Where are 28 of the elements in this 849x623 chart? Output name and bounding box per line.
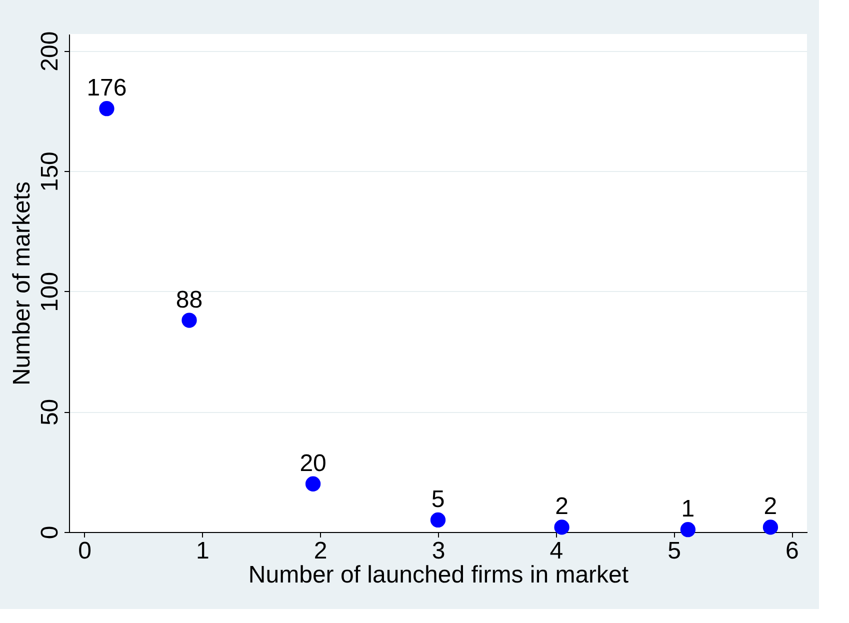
y-tick-label: 50 <box>36 398 64 426</box>
x-tick-label: 2 <box>314 538 328 564</box>
x-tick-label: 4 <box>550 538 564 564</box>
x-tick-label: 1 <box>196 538 210 564</box>
point <box>680 522 696 538</box>
data-label: 176 <box>86 74 127 102</box>
x-tick-label: 5 <box>668 538 681 564</box>
data-label: 2 <box>555 493 568 520</box>
y-tick-label: 100 <box>36 272 64 312</box>
y-tick-label: 150 <box>36 152 64 192</box>
data-label: 20 <box>300 450 326 477</box>
data-label: 88 <box>176 286 203 314</box>
point <box>430 512 446 528</box>
x-tick-label: 6 <box>785 538 799 564</box>
y-tick-label: 200 <box>36 31 64 72</box>
point <box>554 520 570 535</box>
data-label: 1 <box>681 496 695 523</box>
data-label: 2 <box>764 493 778 520</box>
y-axis-title: Number of markets <box>8 181 36 386</box>
data-label: 5 <box>431 486 445 513</box>
point <box>99 101 114 116</box>
point <box>182 312 197 328</box>
x-axis-title: Number of launched firms in market <box>248 562 629 588</box>
x-tick-label: 0 <box>78 538 92 564</box>
point <box>305 476 321 492</box>
x-tick-label: 3 <box>432 538 446 564</box>
point <box>762 520 778 535</box>
y-tick-label: 0 <box>36 526 64 540</box>
